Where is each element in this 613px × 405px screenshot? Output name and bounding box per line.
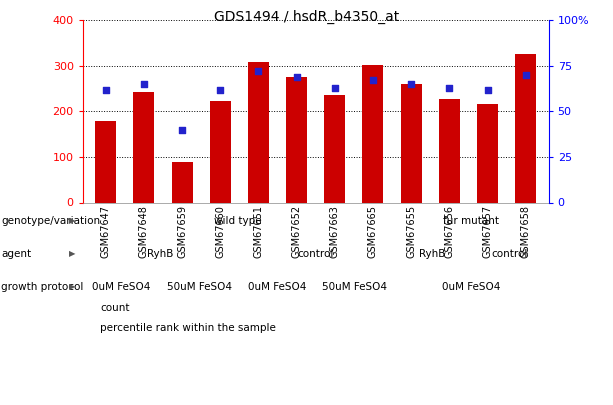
Bar — [134, 92, 154, 202]
Bar — [172, 162, 192, 202]
Text: fur mutant: fur mutant — [443, 215, 499, 226]
Point — [521, 72, 531, 78]
Text: count: count — [100, 303, 129, 313]
Text: percentile rank within the sample: percentile rank within the sample — [100, 324, 276, 333]
Text: 0uM FeSO4: 0uM FeSO4 — [93, 282, 151, 292]
Point — [215, 86, 225, 93]
Point — [292, 74, 302, 80]
Point — [444, 85, 454, 91]
Bar — [477, 104, 498, 202]
Text: wild type: wild type — [214, 215, 262, 226]
Text: growth protocol: growth protocol — [1, 282, 83, 292]
Bar — [439, 99, 460, 202]
Point — [482, 86, 492, 93]
Text: 0uM FeSO4: 0uM FeSO4 — [248, 282, 306, 292]
Text: control: control — [297, 249, 334, 259]
Text: control: control — [492, 249, 528, 259]
Bar — [362, 65, 384, 202]
Bar — [95, 122, 116, 202]
Point — [330, 85, 340, 91]
Point — [101, 86, 110, 93]
Bar — [324, 96, 345, 202]
Bar — [286, 77, 307, 202]
Point — [368, 77, 378, 84]
Point — [177, 126, 187, 133]
Point — [254, 68, 264, 75]
Text: 50uM FeSO4: 50uM FeSO4 — [167, 282, 232, 292]
Text: ▶: ▶ — [69, 249, 75, 258]
Point — [139, 81, 149, 87]
Text: GDS1494 / hsdR_b4350_at: GDS1494 / hsdR_b4350_at — [214, 10, 399, 24]
Text: 50uM FeSO4: 50uM FeSO4 — [322, 282, 387, 292]
Text: RyhB: RyhB — [419, 249, 446, 259]
Bar — [401, 84, 422, 202]
Text: 0uM FeSO4: 0uM FeSO4 — [442, 282, 500, 292]
Bar — [248, 62, 269, 202]
Point — [406, 81, 416, 87]
Bar — [515, 54, 536, 202]
Text: ▶: ▶ — [69, 216, 75, 225]
Text: ▶: ▶ — [69, 282, 75, 292]
Text: genotype/variation: genotype/variation — [1, 215, 101, 226]
Text: RyhB: RyhB — [147, 249, 173, 259]
Bar — [210, 101, 230, 202]
Text: agent: agent — [1, 249, 31, 259]
